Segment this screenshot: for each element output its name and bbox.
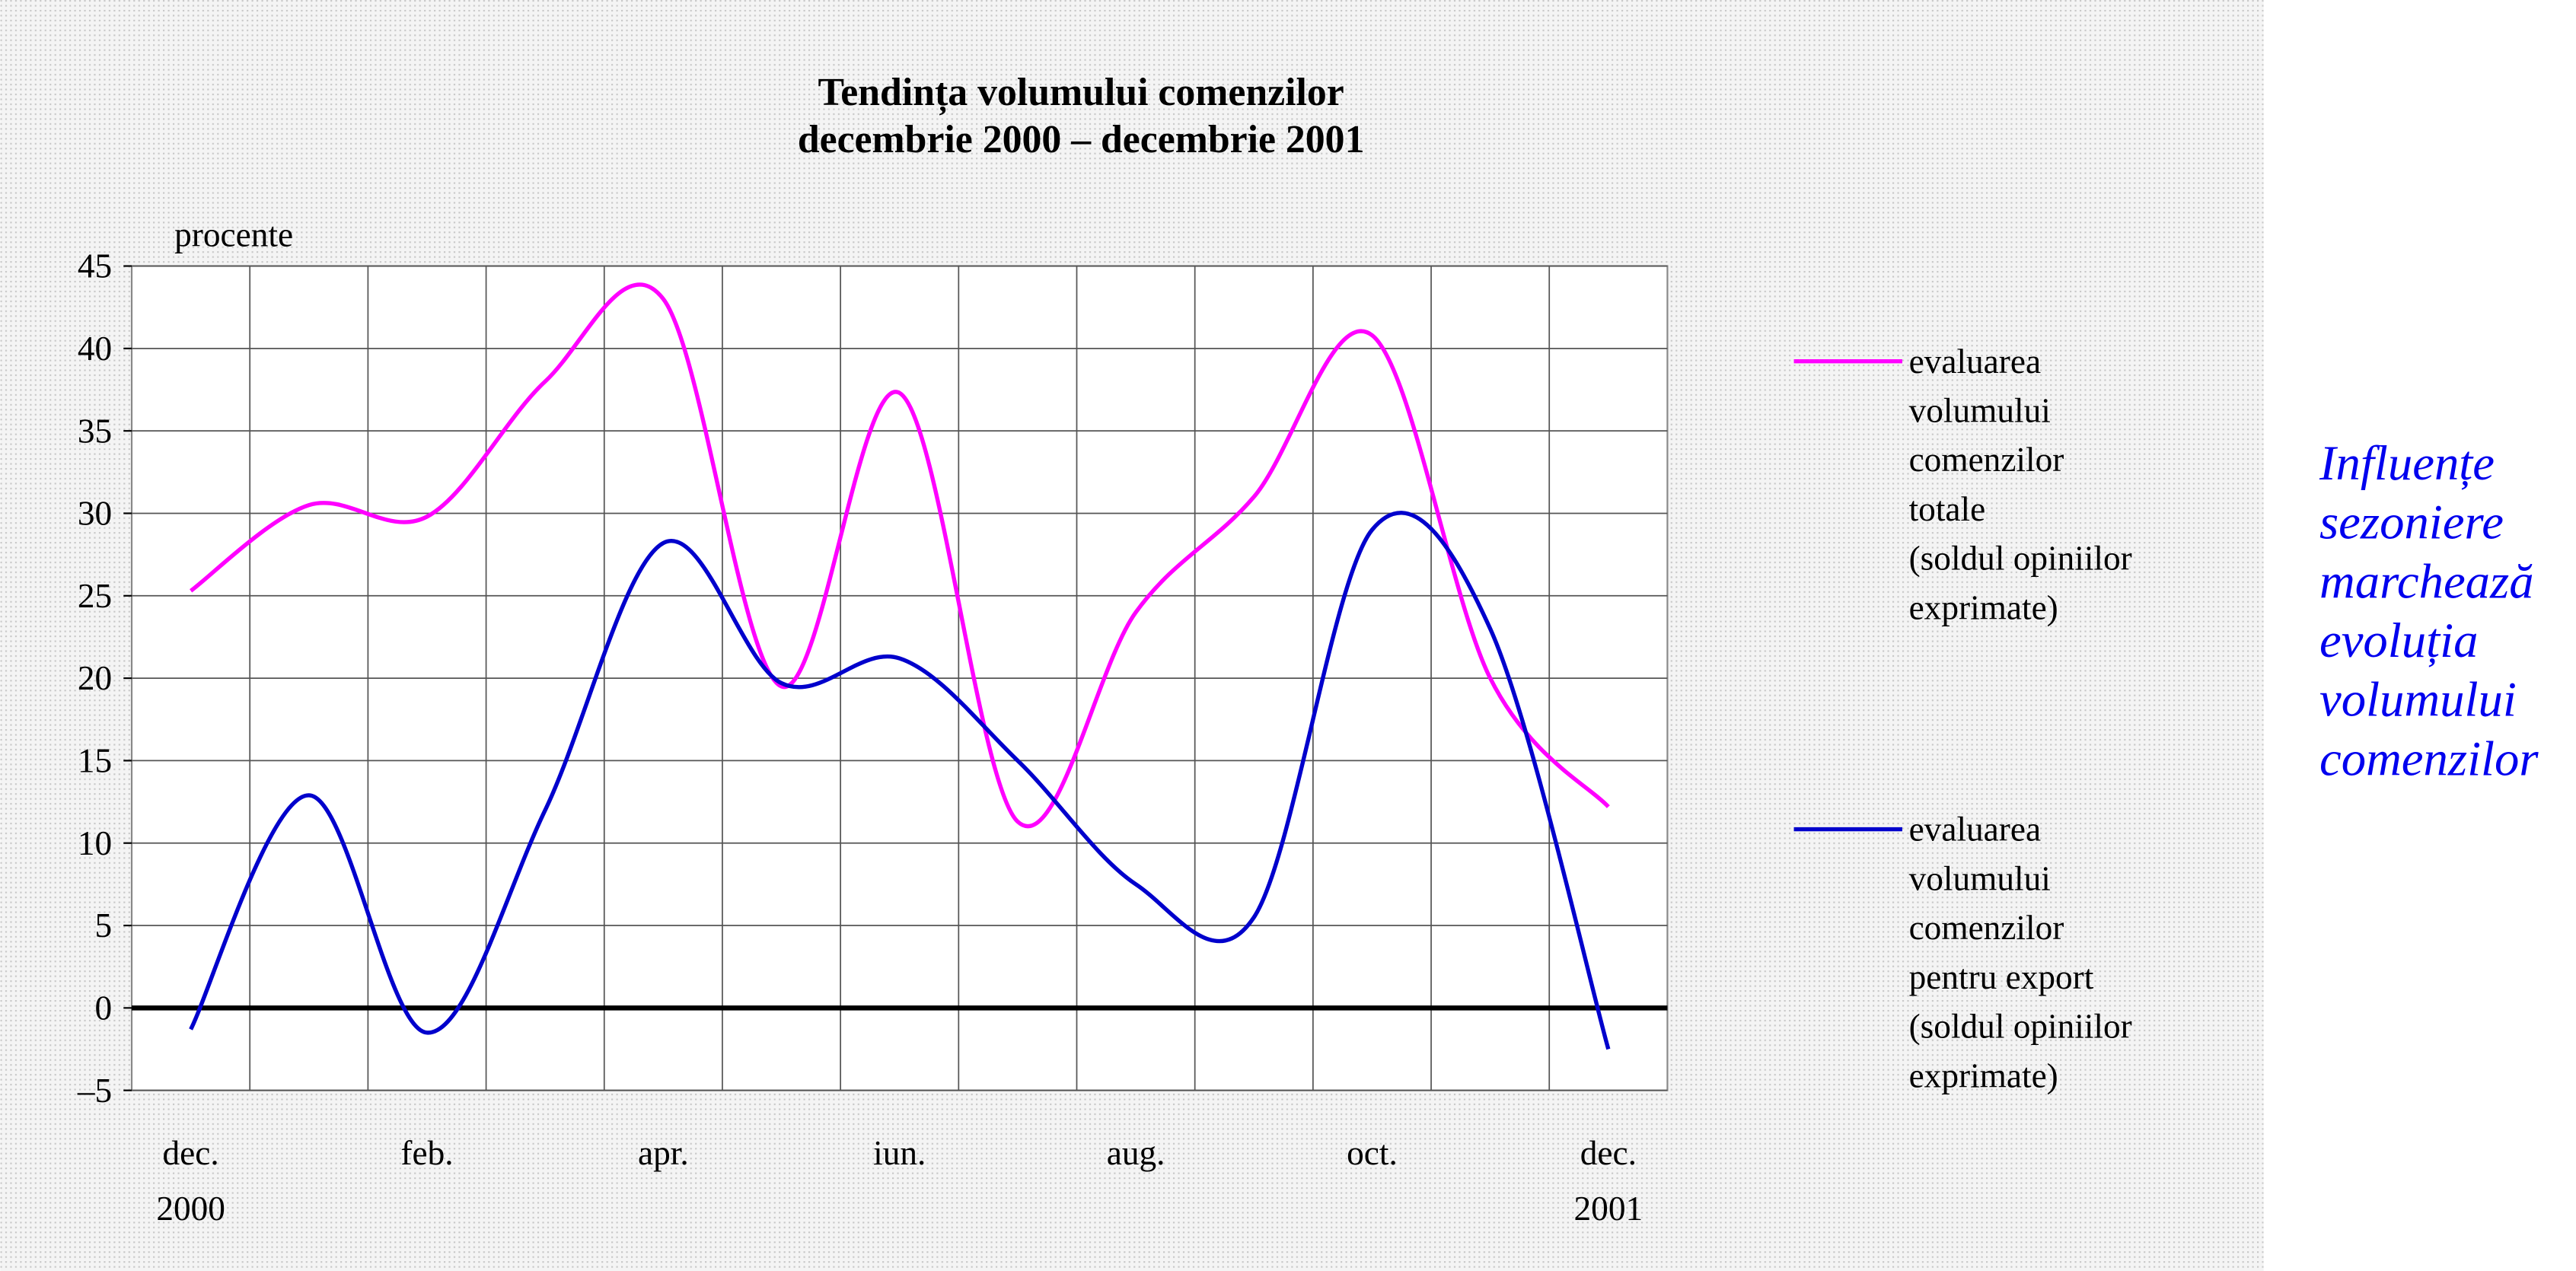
x-tick-label: dec. 2001 [1574,1134,1643,1228]
x-tick-label: feb. [400,1134,453,1172]
y-tick-label: 35 [78,412,112,450]
y-tick-label: 5 [94,906,112,944]
y-tick-label: 25 [78,577,112,615]
annotation: Influențe sezoniere marchează evoluția volum… [2319,435,2539,785]
x-tick-label: iun. [873,1134,926,1172]
y-tick-label: –5 [77,1072,112,1110]
x-tick-label: dec. 2000 [156,1134,225,1228]
series-line [189,511,1611,1050]
y-tick-label: 15 [78,742,112,780]
legend-label: evaluarea volumului comenzilor pentru expor… [1909,811,2132,1095]
x-tick-label: apr. [638,1134,689,1172]
chart-title: Tendința volumului comenzilor decembrie 2… [798,71,1365,161]
x-tick-label: aug. [1107,1134,1165,1172]
y-tick-label: 0 [94,989,112,1027]
y-tick-label: 20 [78,659,112,697]
y-tick-label: 45 [78,247,112,285]
x-tick-label: oct. [1347,1134,1398,1172]
legend-label: evaluarea volumului comenzilor totale (soldu… [1909,342,2132,627]
series-line [190,282,1610,829]
y-tick-label: 30 [78,495,112,533]
y-tick-label: 10 [78,824,112,862]
y-axis-label: procente [174,216,293,254]
y-tick-label: 40 [78,330,112,368]
